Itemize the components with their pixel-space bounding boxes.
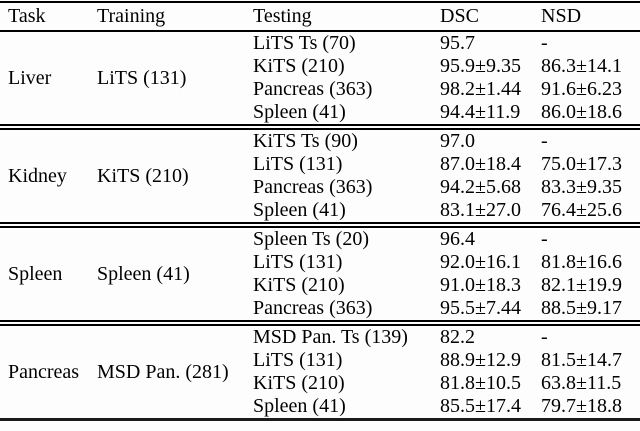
dsc-cell: 81.8±10.5 [440,372,521,394]
training-cell: KiTS (210) [97,164,189,187]
table-row: Spleen (41) 83.1±27.0 76.4±25.6 [0,199,640,225]
nsd-cell: 91.6±6.23 [541,78,622,100]
nsd-cell: 86.0±18.6 [541,101,622,123]
testing-cell: Pancreas (363) [253,78,373,100]
col-header-dsc: DSC [440,5,479,27]
testing-cell: KiTS (210) [253,274,345,296]
dsc-cell: 91.0±18.3 [440,274,521,296]
nsd-cell: 76.4±25.6 [541,199,622,221]
dsc-cell: 82.2 [440,326,475,348]
table-row: Kidney KiTS (210) KiTS Ts (90) 97.0 - [0,127,640,187]
dsc-cell: 83.1±27.0 [440,199,521,221]
results-table: Task Training Testing DSC NSD Liver LiTS … [0,1,640,421]
testing-cell: Spleen (41) [253,199,346,221]
section-pancreas: Pancreas MSD Pan. (281) MSD Pan. Ts (139) 8… [0,323,640,420]
table-row: LiTS (131) 88.9±12.9 81.5±14.7 [0,349,640,372]
testing-cell: Pancreas (363) [253,297,373,319]
col-header-nsd: NSD [541,5,582,27]
task-cell: Kidney [8,164,67,187]
testing-cell: LiTS (131) [253,251,343,273]
nsd-cell: 88.5±9.17 [541,297,622,319]
header-row: Task Training Testing DSC NSD [0,2,640,31]
table-row: Pancreas (363) 95.5±7.44 88.5±9.17 [0,297,640,323]
dsc-cell: 94.2±5.68 [440,176,521,198]
training-cell: LiTS (131) [97,66,187,89]
nsd-cell: 82.1±19.9 [541,274,622,296]
testing-cell: Spleen (41) [253,395,346,417]
testing-cell: MSD Pan. Ts (139) [253,326,408,348]
section-liver: Liver LiTS (131) LiTS Ts (70) 95.7- KiTS (21… [0,31,640,127]
testing-cell: Spleen (41) [253,101,346,123]
table-row: KiTS (210) 91.0±18.3 82.1±19.9 [0,274,640,297]
col-header-training: Training [97,5,166,27]
testing-cell: LiTS (131) [253,349,343,371]
section-kidney: Kidney KiTS (210) KiTS Ts (90) 97.0- LiTS (1… [0,127,640,225]
dsc-cell: 97.0 [440,130,475,152]
dsc-cell: 88.9±12.9 [440,349,521,371]
testing-cell: KiTS Ts (90) [253,130,358,152]
testing-cell: LiTS (131) [253,153,343,175]
dsc-cell: 94.4±11.9 [440,101,521,123]
section-spleen: Spleen Spleen (41) Spleen Ts (20) 96.4- LiTS… [0,225,640,323]
nsd-cell: 79.7±18.8 [541,395,622,417]
dsc-cell: 92.0±16.1 [440,251,521,273]
nsd-cell: 83.3±9.35 [541,176,622,198]
nsd-cell: - [541,32,548,54]
table-row: LiTS (131) 92.0±16.1 81.8±16.6 [0,251,640,274]
dsc-cell: 95.9±9.35 [440,55,521,77]
table-row: Spleen (41) 85.5±17.4 79.7±18.8 [0,395,640,420]
col-header-task: Task [8,5,46,27]
testing-cell: Pancreas (363) [253,176,373,198]
table-row: KiTS (210) 95.9±9.35 86.3±14.1 [0,55,640,78]
table-row: Pancreas (363) 98.2±1.44 91.6±6.23 [0,78,640,101]
table-row: KiTS (210) 81.8±10.5 63.8±11.5 [0,372,640,395]
table-row: LiTS (131) 87.0±18.4 75.0±17.3 [0,153,640,176]
table-header: Task Training Testing DSC NSD [0,2,640,31]
dsc-cell: 98.2±1.44 [440,78,521,100]
testing-cell: KiTS (210) [253,55,345,77]
dsc-cell: 96.4 [440,228,475,250]
testing-cell: KiTS (210) [253,372,345,394]
nsd-cell: - [541,130,548,152]
task-cell: Liver [8,66,52,89]
nsd-cell: 75.0±17.3 [541,153,622,175]
training-cell: Spleen (41) [97,262,190,285]
testing-cell: LiTS Ts (70) [253,32,356,54]
task-cell: Pancreas [8,360,80,383]
table-row: Pancreas MSD Pan. (281) MSD Pan. Ts (139) 8… [0,323,640,383]
dsc-cell: 95.5±7.44 [440,297,521,319]
table-row: Spleen Spleen (41) Spleen Ts (20) 96.4 - [0,225,640,285]
table-row: Pancreas (363) 94.2±5.68 83.3±9.35 [0,176,640,199]
nsd-cell: - [541,228,548,250]
nsd-cell: - [541,326,548,348]
nsd-cell: 86.3±14.1 [541,55,622,77]
dsc-cell: 87.0±18.4 [440,153,521,175]
col-header-testing: Testing [253,5,312,27]
nsd-cell: 81.5±14.7 [541,349,622,371]
dsc-cell: 85.5±17.4 [440,395,521,417]
nsd-cell: 81.8±16.6 [541,251,622,273]
dsc-cell: 95.7 [440,32,475,54]
table-row: Liver LiTS (131) LiTS Ts (70) 95.7 - [0,31,640,89]
nsd-cell: 63.8±11.5 [541,372,622,394]
table-row: Spleen (41) 94.4±11.9 86.0±18.6 [0,101,640,127]
task-cell: Spleen [8,262,63,285]
testing-cell: Spleen Ts (20) [253,228,369,250]
training-cell: MSD Pan. (281) [97,360,229,383]
